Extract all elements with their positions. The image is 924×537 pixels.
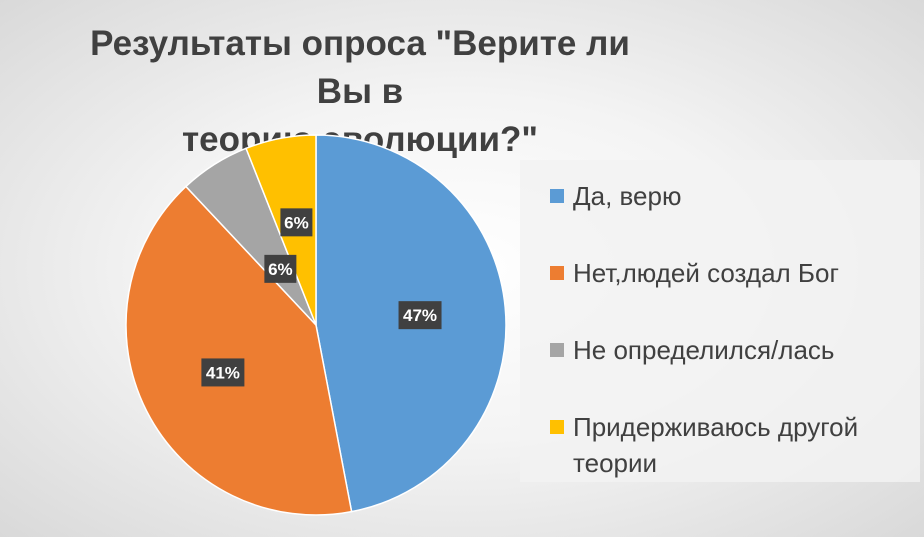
chart-title-line-1: Результаты опроса "Верите ли Вы в xyxy=(90,24,630,111)
data-label-box xyxy=(398,301,442,330)
data-label-box xyxy=(280,208,313,237)
data-label-box xyxy=(201,358,245,387)
data-label-net-bog: 41% xyxy=(201,358,245,387)
data-label-text: 47% xyxy=(403,306,437,325)
legend-label-da-veryu: Да, верю xyxy=(573,181,682,211)
data-label-ne-opredelilsya: 6% xyxy=(264,254,297,283)
data-label-text: 6% xyxy=(268,260,293,279)
legend-label-drugoy-teorii: Придерживаюсь другой теории xyxy=(573,412,859,478)
legend: Да, верю Нет,людей создал Бог Не определ… xyxy=(520,160,920,482)
legend-label-ne-opredelilsya: Не определился/лась xyxy=(573,335,835,365)
legend-item-ne-opredelilsya: Не определился/лась xyxy=(550,332,903,368)
legend-item-drugoy-teorii: Придерживаюсь другой теории xyxy=(550,409,903,481)
pie-slice-net-bog xyxy=(125,185,353,516)
data-label-text: 6% xyxy=(284,213,309,232)
data-label-da-veryu: 47% xyxy=(398,301,442,330)
data-label-drugoy-teorii: 6% xyxy=(280,208,313,237)
legend-item-net-bog: Нет,людей создал Бог xyxy=(550,255,903,291)
data-label-box xyxy=(264,254,297,283)
legend-label-net-bog: Нет,людей создал Бог xyxy=(573,258,839,288)
legend-item-da-veryu: Да, верю xyxy=(550,178,903,214)
legend-swatch-drugoy-teorii xyxy=(550,420,564,434)
legend-swatch-net-bog xyxy=(550,266,564,280)
data-label-text: 41% xyxy=(206,363,240,382)
legend-swatch-da-veryu xyxy=(550,189,564,203)
legend-swatch-ne-opredelilsya xyxy=(550,343,564,357)
chart-title: Результаты опроса "Верите ли Вы в теорию… xyxy=(60,20,660,164)
